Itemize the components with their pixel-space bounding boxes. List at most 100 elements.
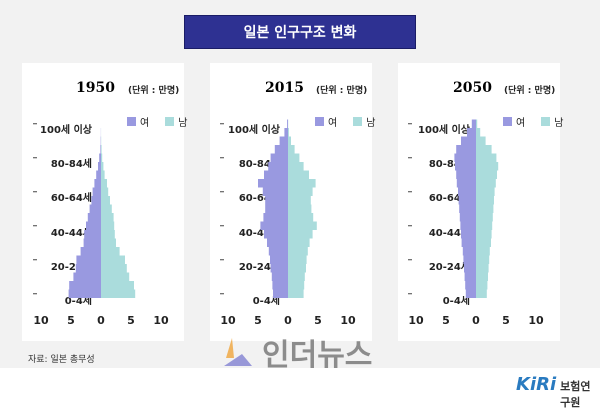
bar-female-40-44 — [86, 222, 101, 231]
bar-male-70-74 — [288, 171, 309, 180]
bar-male-95-99 — [476, 128, 480, 137]
watermark: 인더뉴스 — [222, 330, 372, 374]
bar-female-30-34 — [462, 239, 476, 248]
bar-female-45-49 — [88, 213, 101, 222]
bar-male-50-54 — [476, 205, 493, 214]
bar-male-0-4 — [288, 290, 304, 299]
bar-male-65-69 — [476, 179, 496, 188]
bar-male-95-99 — [288, 128, 289, 137]
bar-female-75-79 — [98, 162, 101, 171]
bar-female-75-79 — [268, 162, 288, 171]
bar-male-10-14 — [288, 273, 305, 282]
bar-female-40-44 — [260, 222, 288, 231]
bar-female-60-64 — [458, 188, 476, 197]
bar-female-0-4 — [273, 290, 288, 299]
bar-male-75-79 — [101, 162, 103, 171]
bar-female-55-59 — [459, 196, 476, 205]
bar-male-65-69 — [288, 179, 316, 188]
bar-female-45-49 — [460, 213, 476, 222]
bar-female-30-34 — [84, 239, 101, 248]
bar-male-50-54 — [288, 205, 311, 214]
bar-female-20-24 — [463, 256, 476, 265]
bar-male-70-74 — [101, 171, 105, 180]
bar-female-95-99 — [467, 128, 476, 137]
bar-female-70-74 — [96, 171, 101, 180]
bar-female-95-99 — [284, 128, 288, 137]
bar-male-100+ — [476, 120, 477, 129]
bar-female-10-14 — [272, 273, 288, 282]
bar-male-65-69 — [101, 179, 107, 188]
bar-male-10-14 — [101, 273, 129, 282]
bar-male-80-84 — [101, 154, 102, 163]
bar-female-60-64 — [93, 188, 101, 197]
bar-male-90-94 — [288, 137, 291, 146]
bar-female-50-54 — [265, 205, 288, 214]
bar-male-30-34 — [476, 239, 491, 248]
bar-female-5-9 — [69, 281, 101, 290]
bar-female-65-69 — [94, 179, 101, 188]
bar-male-35-39 — [101, 230, 115, 239]
bar-male-60-64 — [288, 188, 313, 197]
bar-female-75-79 — [455, 162, 476, 171]
bar-male-50-54 — [101, 205, 112, 214]
bar-male-25-29 — [476, 247, 490, 256]
bar-male-85-89 — [101, 145, 102, 154]
bar-male-70-74 — [476, 171, 497, 180]
bar-female-85-89 — [100, 145, 101, 154]
bar-male-85-89 — [288, 145, 295, 154]
bar-male-0-4 — [101, 290, 135, 299]
bar-female-10-14 — [465, 273, 476, 282]
bar-male-25-29 — [288, 247, 308, 256]
bar-male-35-39 — [476, 230, 492, 239]
bar-female-85-89 — [275, 145, 288, 154]
bar-female-100+ — [472, 120, 476, 129]
bar-female-25-29 — [269, 247, 288, 256]
bar-female-80-84 — [454, 154, 476, 163]
bar-male-80-84 — [476, 154, 496, 163]
bar-female-80-84 — [271, 154, 288, 163]
bar-male-20-24 — [101, 256, 125, 265]
bar-male-30-34 — [101, 239, 116, 248]
bar-male-45-49 — [101, 213, 114, 222]
bar-male-55-59 — [288, 196, 311, 205]
bar-female-20-24 — [76, 256, 101, 265]
bar-female-35-39 — [264, 230, 288, 239]
bar-male-15-19 — [288, 264, 306, 273]
bar-female-70-74 — [456, 171, 476, 180]
watermark-logo-icon — [222, 336, 256, 368]
bar-male-45-49 — [476, 213, 493, 222]
bar-female-5-9 — [272, 281, 288, 290]
bar-female-0-4 — [466, 290, 476, 299]
bar-male-15-19 — [101, 264, 127, 273]
publisher-logo: KiRi 보험연구원 — [516, 374, 600, 410]
bar-female-0-4 — [69, 290, 101, 299]
bar-female-15-19 — [464, 264, 476, 273]
bar-female-85-89 — [456, 145, 476, 154]
bar-male-45-49 — [288, 213, 313, 222]
bar-male-60-64 — [101, 188, 108, 197]
bar-male-5-9 — [288, 281, 304, 290]
bar-female-100+ — [287, 120, 288, 129]
bar-male-85-89 — [476, 145, 492, 154]
bar-female-15-19 — [76, 264, 101, 273]
bar-female-80-84 — [99, 154, 101, 163]
bar-female-70-74 — [264, 171, 288, 180]
bar-female-50-54 — [459, 205, 476, 214]
bar-male-35-39 — [288, 230, 313, 239]
bar-male-60-64 — [476, 188, 495, 197]
bar-female-60-64 — [263, 188, 288, 197]
bar-female-40-44 — [460, 222, 476, 231]
bar-male-75-79 — [476, 162, 498, 171]
bar-female-25-29 — [463, 247, 476, 256]
bar-female-65-69 — [258, 179, 288, 188]
bar-female-30-34 — [267, 239, 288, 248]
bar-male-40-44 — [101, 222, 114, 231]
bar-male-55-59 — [101, 196, 110, 205]
bar-male-10-14 — [476, 273, 488, 282]
bar-female-65-69 — [457, 179, 476, 188]
bar-male-20-24 — [288, 256, 307, 265]
bar-male-0-4 — [476, 290, 487, 299]
publisher-name: 보험연구원 — [560, 378, 600, 410]
bar-female-90-94 — [461, 137, 476, 146]
bar-male-25-29 — [101, 247, 120, 256]
